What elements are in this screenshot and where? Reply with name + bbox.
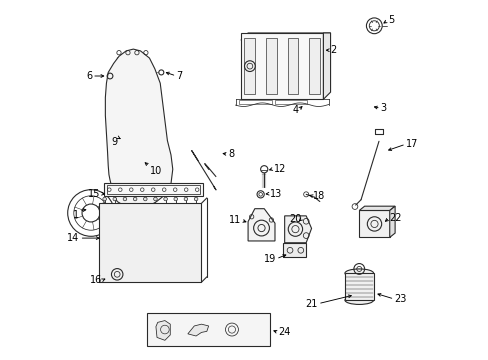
Circle shape bbox=[184, 197, 187, 201]
Text: 2: 2 bbox=[330, 45, 336, 55]
Bar bbox=[282, 243, 305, 257]
Circle shape bbox=[143, 197, 147, 201]
Polygon shape bbox=[323, 33, 330, 99]
Text: 17: 17 bbox=[405, 139, 417, 149]
Polygon shape bbox=[389, 206, 394, 237]
Text: 6: 6 bbox=[86, 71, 92, 81]
Bar bbox=[287, 39, 298, 94]
Circle shape bbox=[102, 197, 106, 201]
Text: 9: 9 bbox=[111, 137, 117, 147]
Polygon shape bbox=[105, 49, 172, 210]
Text: 24: 24 bbox=[278, 327, 290, 337]
Text: 10: 10 bbox=[149, 166, 162, 176]
Text: 3: 3 bbox=[380, 103, 386, 113]
Text: 11: 11 bbox=[228, 215, 241, 225]
Bar bbox=[344, 273, 373, 300]
Text: 8: 8 bbox=[228, 149, 234, 159]
Bar bbox=[239, 100, 271, 104]
Bar bbox=[104, 183, 202, 197]
Text: 15: 15 bbox=[88, 189, 100, 199]
Polygon shape bbox=[156, 320, 170, 340]
Text: 7: 7 bbox=[176, 71, 182, 81]
Text: 18: 18 bbox=[312, 191, 324, 201]
Bar bbox=[244, 39, 255, 94]
Text: 23: 23 bbox=[394, 294, 406, 304]
Bar bbox=[106, 185, 199, 194]
Bar bbox=[359, 211, 389, 237]
Circle shape bbox=[194, 197, 198, 201]
Bar bbox=[147, 314, 270, 346]
Circle shape bbox=[153, 197, 157, 201]
Circle shape bbox=[133, 197, 137, 201]
Text: 5: 5 bbox=[387, 15, 393, 26]
Text: 21: 21 bbox=[305, 299, 317, 309]
Ellipse shape bbox=[344, 269, 373, 278]
Bar bbox=[274, 100, 306, 104]
Circle shape bbox=[123, 197, 126, 201]
Polygon shape bbox=[187, 324, 208, 336]
Text: 4: 4 bbox=[291, 105, 298, 115]
Polygon shape bbox=[284, 216, 311, 243]
Text: 1: 1 bbox=[73, 211, 79, 220]
Polygon shape bbox=[241, 33, 330, 40]
Polygon shape bbox=[247, 209, 274, 241]
Circle shape bbox=[163, 197, 167, 201]
Text: 20: 20 bbox=[289, 214, 301, 224]
Text: 14: 14 bbox=[67, 233, 80, 243]
Text: 19: 19 bbox=[263, 254, 276, 264]
Bar bbox=[308, 39, 319, 94]
Circle shape bbox=[174, 197, 177, 201]
Circle shape bbox=[113, 197, 116, 201]
Bar bbox=[265, 39, 276, 94]
Text: 12: 12 bbox=[273, 163, 285, 174]
Bar bbox=[241, 33, 323, 99]
Text: 16: 16 bbox=[89, 275, 102, 285]
Text: 22: 22 bbox=[389, 213, 402, 222]
Text: 13: 13 bbox=[269, 189, 281, 199]
Ellipse shape bbox=[344, 296, 373, 305]
Bar bbox=[99, 203, 201, 282]
Polygon shape bbox=[359, 206, 394, 211]
